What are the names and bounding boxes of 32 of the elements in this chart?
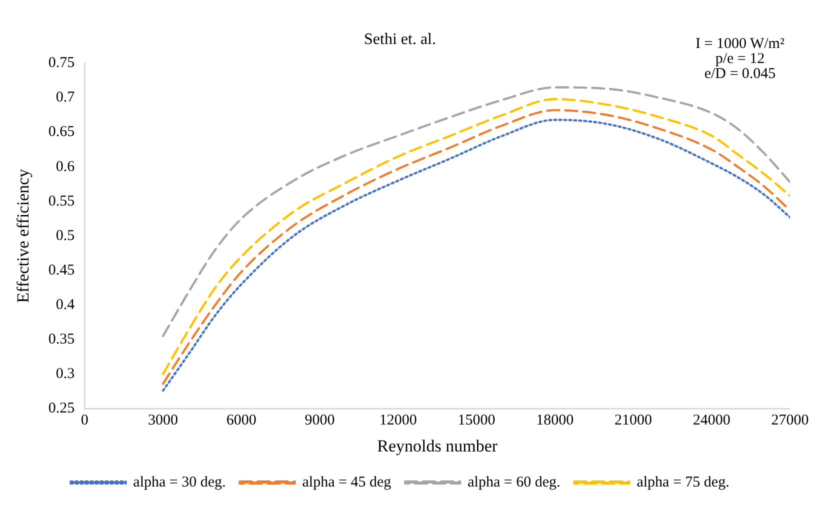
x-tick-label: 24000 (692, 412, 730, 429)
y-tick-label: 0.35 (48, 331, 75, 348)
y-tick-label: 0.3 (56, 366, 75, 382)
x-tick-label: 27000 (771, 412, 809, 429)
y-tick-label: 0.4 (56, 296, 76, 313)
chart-title: Sethi et. al. (364, 30, 436, 48)
x-tick-label: 9000 (304, 412, 335, 429)
legend-label: alpha = 45 deg (302, 474, 392, 490)
y-axis-title: Effective efficiency (14, 168, 33, 303)
x-tick-label: 3000 (148, 412, 178, 429)
legend-label: alpha = 60 deg. (468, 474, 560, 490)
legend-label: alpha = 75 deg. (636, 474, 730, 490)
line-series (162, 86, 790, 338)
x-tick-label: 6000 (226, 412, 256, 429)
legend-label: alpha = 30 deg. (133, 474, 226, 490)
annotation: e/D = 0.045 (704, 66, 776, 82)
y-tick-label: 0.55 (48, 193, 75, 210)
x-tick-label: 0 (80, 412, 88, 429)
y-tick-label: 0.75 (48, 55, 75, 72)
y-tick-label: 0.65 (48, 124, 75, 140)
y-tick-label: 0.45 (48, 262, 75, 278)
y-tick-label: 0.7 (56, 90, 76, 106)
x-axis-title: Reynolds number (377, 436, 498, 456)
y-tick-label: 0.25 (48, 400, 75, 417)
x-tick-label: 15000 (458, 412, 496, 429)
annotation: p/e = 12 (715, 50, 765, 67)
x-tick-label: 18000 (536, 412, 574, 429)
y-tick-label: 0.6 (56, 158, 76, 175)
text: I = 1000 W/m² (696, 36, 785, 52)
x-tick-label: 12000 (379, 412, 417, 429)
y-tick-label: 0.5 (56, 228, 75, 244)
x-tick-label: 21000 (614, 412, 652, 429)
